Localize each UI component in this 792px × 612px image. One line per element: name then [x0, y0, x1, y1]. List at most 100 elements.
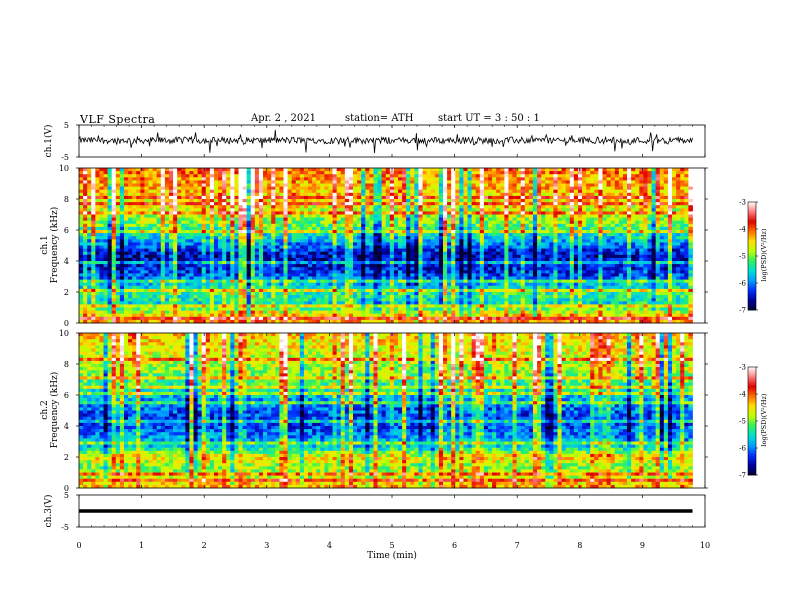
- spec-cell: [472, 205, 476, 209]
- spec-cell: [300, 199, 304, 203]
- spec-cell: [140, 317, 144, 321]
- spec-cell: [288, 224, 292, 228]
- spec-cell: [234, 205, 238, 209]
- spec-cell: [296, 239, 300, 243]
- spec-cell: [435, 304, 439, 308]
- spec-cell: [194, 258, 198, 262]
- spec-cell: [99, 286, 103, 290]
- spec-cell: [320, 233, 324, 237]
- spec-cell: [390, 177, 394, 181]
- spec-cell: [210, 283, 214, 287]
- spec-cell: [394, 193, 398, 197]
- spec-cell: [468, 311, 472, 315]
- spec-cell: [386, 267, 390, 271]
- spec-cell: [316, 304, 320, 308]
- spec-cell: [447, 236, 451, 240]
- spec-cell: [410, 283, 414, 287]
- spec-cell: [83, 242, 87, 246]
- spec-cell: [169, 208, 173, 212]
- spec-cell: [279, 258, 283, 262]
- spec-cell: [431, 180, 435, 184]
- spec-cell: [255, 295, 259, 299]
- spec-cell: [288, 280, 292, 284]
- spec-cell: [230, 280, 234, 284]
- spec-cell: [194, 221, 198, 225]
- spec-cell: [108, 190, 112, 194]
- spec-cell: [132, 242, 136, 246]
- spec-cell: [95, 255, 99, 258]
- spec-cell: [337, 270, 341, 274]
- spec-cell: [345, 280, 349, 284]
- spec-cell: [153, 211, 157, 215]
- spec-cell: [300, 255, 304, 258]
- spec-cell: [243, 202, 247, 206]
- spec-cell: [423, 298, 427, 302]
- spec-cell: [226, 239, 230, 243]
- spec-cell: [382, 174, 386, 178]
- spec-cell: [304, 311, 308, 315]
- spec-cell: [161, 292, 165, 296]
- spec-cell: [181, 270, 185, 274]
- spec-cell: [402, 295, 406, 299]
- spec-cell: [337, 190, 341, 194]
- spec-cell: [169, 215, 173, 219]
- spec-cell: [153, 190, 157, 194]
- spec-cell: [259, 246, 263, 250]
- spec-cell: [365, 239, 369, 243]
- spec-cell: [410, 193, 414, 197]
- spec-cell: [378, 267, 382, 271]
- spec-cell: [239, 289, 243, 293]
- spec-cell: [259, 193, 263, 197]
- spec-cell: [468, 168, 472, 172]
- spec-cell: [480, 314, 484, 318]
- spec-cell: [365, 208, 369, 212]
- spec-cell: [337, 289, 341, 293]
- spec-cell: [480, 242, 484, 246]
- spec-cell: [239, 242, 243, 246]
- spec-cell: [369, 267, 373, 271]
- spec-cell: [169, 177, 173, 181]
- spec-cell: [427, 261, 431, 265]
- spec-cell: [312, 317, 316, 321]
- spec-cell: [476, 311, 480, 315]
- spec-cell: [382, 199, 386, 203]
- spec-cell: [324, 261, 328, 265]
- spec-cell: [300, 236, 304, 240]
- spec-cell: [414, 205, 418, 209]
- spec-cell: [181, 196, 185, 200]
- spec-cell: [210, 314, 214, 318]
- spec-cell: [83, 301, 87, 305]
- spec-cell: [206, 277, 210, 281]
- spec-cell: [390, 273, 394, 277]
- spec-cell: [247, 273, 251, 277]
- spec-cell: [283, 295, 287, 299]
- spec-cell: [427, 202, 431, 206]
- spec-cell: [390, 255, 394, 258]
- spec-cell: [263, 202, 267, 206]
- spec-cell: [304, 308, 308, 312]
- spec-cell: [210, 311, 214, 315]
- spec-cell: [447, 193, 451, 197]
- spec-cell: [79, 171, 83, 175]
- spec-cell: [267, 202, 271, 206]
- spec-cell: [468, 255, 472, 258]
- spec-cell: [259, 199, 263, 203]
- spec-cell: [333, 227, 337, 231]
- spec-cell: [463, 252, 467, 256]
- spec-cell: [210, 221, 214, 225]
- spec-cell: [153, 196, 157, 200]
- spec-cell: [402, 277, 406, 281]
- spec-cell: [165, 184, 169, 188]
- spec-cell: [181, 267, 185, 271]
- spec-cell: [439, 292, 443, 296]
- spec-cell: [181, 168, 185, 172]
- spec-cell: [198, 252, 202, 256]
- spec-cell: [263, 218, 267, 222]
- spec-cell: [406, 187, 410, 191]
- spec-cell: [292, 308, 296, 312]
- spec-cell: [480, 215, 484, 219]
- spec-cell: [480, 258, 484, 262]
- spec-cell: [439, 205, 443, 209]
- spec-cell: [206, 304, 210, 308]
- spec-cell: [451, 311, 455, 315]
